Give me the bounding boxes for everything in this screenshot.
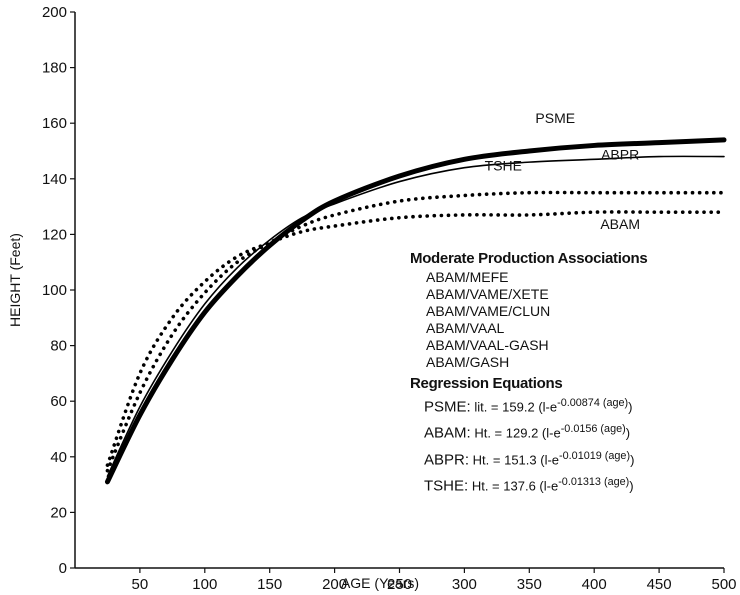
- series-line-abam: [105, 210, 726, 467]
- equation-coefficient: 137.6: [503, 478, 536, 494]
- series-label-tshe: TSHE: [485, 157, 522, 173]
- series-label-abam: ABAM: [600, 216, 640, 232]
- equation-exponent: -0.0156 (age): [560, 423, 626, 436]
- series-line-abpr: [106, 155, 725, 478]
- equation-exponent: -0.00874 (age): [557, 397, 629, 409]
- equation-lhs: Ht. =: [474, 425, 503, 441]
- equation-coefficient: 151.3: [504, 451, 537, 467]
- equation-coefficient: 159.2: [502, 399, 535, 415]
- association-item: ABAM/VAME/XETE: [426, 286, 549, 302]
- y-tick-label: 160: [42, 115, 67, 132]
- y-tick-label: 40: [50, 449, 67, 466]
- equation-species: ABAM:: [424, 424, 471, 442]
- equation-coefficient: 129.2: [505, 425, 539, 441]
- association-item: ABAM/VAME/CLUN: [426, 303, 551, 319]
- y-tick-label: 140: [42, 171, 67, 188]
- association-list: ABAM/MEFE ABAM/VAME/XETE ABAM/VAME/CLUN …: [426, 269, 730, 371]
- equation-exponent: -0.01019 (age): [559, 449, 631, 462]
- association-item: ABAM/GASH: [426, 354, 510, 370]
- series-line-psme: [104, 137, 727, 485]
- equation-abpr: ABPR: Ht. = 151.3 (l-e-0.01019 (age)): [424, 449, 635, 468]
- association-item: ABAM/MEFE: [426, 269, 509, 285]
- x-tick-label: 50: [132, 576, 149, 593]
- equation-tshe: TSHE: Ht. = 137.6 (l-e-0.01313 (age)): [424, 475, 634, 495]
- association-item: ABAM/VAAL-GASH: [426, 337, 549, 353]
- series-line-tshe: [105, 190, 726, 473]
- equation-species: ABPR:: [424, 450, 470, 468]
- equation-abam: ABAM: Ht. = 129.2 (l-e-0.0156 (age)): [424, 423, 631, 442]
- x-tick-label: 250: [387, 576, 412, 593]
- equation-species: TSHE:: [424, 477, 469, 495]
- y-tick-label: 80: [50, 338, 67, 355]
- legend-box: Moderate Production Associations ABAM/ME…: [410, 250, 730, 497]
- association-item: ABAM/VAAL: [426, 320, 505, 336]
- x-tick-label: 450: [647, 576, 672, 593]
- equation-exponent: -0.01313 (age): [558, 475, 630, 488]
- y-tick-label: 120: [42, 226, 67, 243]
- equation-lhs: Ht. =: [472, 451, 501, 467]
- x-tick-label: 500: [711, 576, 736, 593]
- y-tick-label: 180: [42, 60, 67, 77]
- series-label-abpr: ABPR: [601, 146, 639, 162]
- equation-lhs: lit. =: [474, 399, 499, 415]
- x-tick-label: 350: [517, 576, 542, 593]
- x-tick-label: 150: [257, 576, 282, 593]
- y-axis-label: HEIGHT (Feet): [7, 233, 23, 327]
- y-tick-label: 200: [42, 4, 67, 21]
- y-tick-label: 20: [50, 504, 67, 521]
- x-axis-label: AGE (Years): [341, 575, 419, 591]
- y-tick-label: 100: [42, 282, 67, 299]
- y-tick-label: 0: [59, 560, 67, 577]
- equation-psme: PSME: lit. = 159.2 (l-e-0.00874 (age)): [424, 397, 633, 416]
- legend-heading: Moderate Production Associations: [410, 250, 648, 267]
- y-tick-label: 60: [50, 393, 67, 410]
- x-tick-label: 300: [452, 576, 477, 593]
- series-label-psme: PSME: [535, 110, 575, 126]
- equation-lhs: Ht. =: [471, 478, 500, 494]
- x-tick-label: 400: [582, 576, 607, 593]
- x-tick-label: 100: [192, 576, 217, 593]
- equations-heading: Regression Equations: [410, 375, 563, 392]
- equation-species: PSME:: [424, 398, 471, 416]
- x-tick-label: 200: [322, 576, 347, 593]
